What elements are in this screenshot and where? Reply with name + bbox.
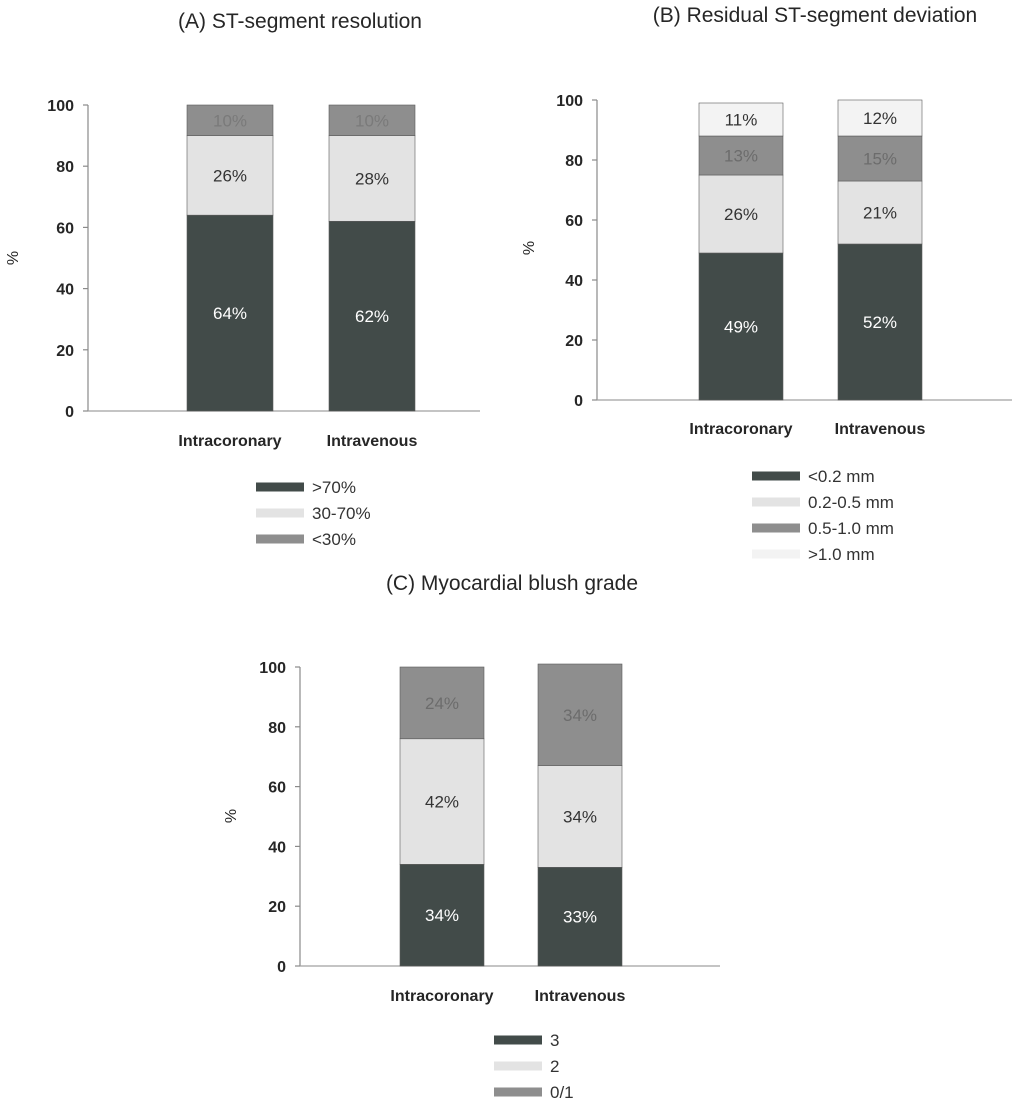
bar-segment — [698, 135, 784, 176]
x-category-label: Intravenous — [327, 433, 418, 450]
bar-segment — [537, 663, 623, 766]
legend-swatch — [494, 1087, 542, 1097]
data-label: 62% — [355, 307, 389, 326]
bar-segment — [837, 243, 923, 401]
y-tick-label: 60 — [268, 780, 286, 797]
y-tick-label: 100 — [556, 93, 583, 110]
legend-label: >1.0 mm — [808, 545, 875, 564]
y-axis-label: % — [223, 809, 240, 823]
y-axis-label: % — [521, 241, 538, 255]
x-category-label: Intracoronary — [390, 988, 493, 1005]
data-label: 24% — [425, 694, 459, 713]
legend-label: >70% — [312, 478, 356, 497]
x-category-label: Intravenous — [835, 421, 926, 438]
chart-panel-a: (A) ST-segment resolution 0 20 40 60 80 100% 64… — [5, 10, 480, 549]
data-label: 34% — [425, 906, 459, 925]
data-label: 15% — [863, 150, 897, 169]
y-tick-label: 20 — [56, 343, 74, 360]
y-tick-label: 60 — [565, 213, 583, 230]
x-category-label: Intracoronary — [689, 421, 792, 438]
data-label: 10% — [213, 111, 247, 130]
x-category-label: Intracoronary — [178, 433, 281, 450]
y-tick-label: 40 — [565, 273, 583, 290]
legend-label: <30% — [312, 530, 356, 549]
legend-swatch — [752, 497, 800, 507]
y-tick-label: 80 — [565, 153, 583, 170]
chart-panel-b: (B) Residual ST-segment deviation 0 20 40 60… — [521, 4, 1012, 564]
bar-segment — [328, 104, 416, 136]
legend-label: 3 — [550, 1031, 559, 1050]
bar-segment — [399, 738, 485, 865]
legend-swatch — [256, 508, 304, 518]
data-label: 26% — [724, 205, 758, 224]
legend-label: 30-70% — [312, 504, 371, 523]
bar-segment — [698, 252, 784, 401]
data-label: 28% — [355, 169, 389, 188]
data-label: 21% — [863, 204, 897, 223]
data-label: 64% — [213, 304, 247, 323]
y-tick-label: 20 — [268, 899, 286, 916]
legend-swatch — [752, 523, 800, 533]
data-label: 12% — [863, 109, 897, 128]
chart-title: (B) Residual ST-segment deviation — [653, 4, 978, 27]
bar-segment — [186, 214, 274, 412]
bar-segment — [328, 220, 416, 412]
data-label: 13% — [724, 147, 758, 166]
chart-title: (A) ST-segment resolution — [178, 10, 422, 33]
data-label: 52% — [863, 313, 897, 332]
legend-label: 0.2-0.5 mm — [808, 493, 894, 512]
bar-segment — [698, 102, 784, 137]
data-label: 26% — [213, 166, 247, 185]
data-label: 49% — [724, 318, 758, 337]
legend-swatch — [256, 482, 304, 492]
y-tick-label: 40 — [56, 282, 74, 299]
legend-swatch — [494, 1035, 542, 1045]
y-tick-label: 0 — [574, 393, 583, 410]
y-tick-label: 80 — [268, 720, 286, 737]
legend-label: 2 — [550, 1057, 559, 1076]
data-label: 34% — [563, 808, 597, 827]
x-category-label: Intravenous — [535, 988, 626, 1005]
data-label: 34% — [563, 706, 597, 725]
y-tick-label: 20 — [565, 333, 583, 350]
chart-panel-c: (C) Myocardial blush grade 0 20 40 60 80 100% 3… — [223, 572, 720, 1101]
legend-label: <0.2 mm — [808, 467, 875, 486]
bar-segment — [837, 135, 923, 182]
bar-segment — [399, 666, 485, 740]
bar-segment — [537, 867, 623, 967]
y-tick-label: 0 — [277, 959, 286, 976]
legend-swatch — [752, 549, 800, 559]
y-tick-label: 80 — [56, 159, 74, 176]
data-label: 10% — [355, 111, 389, 130]
y-tick-label: 60 — [56, 220, 74, 237]
data-label: 42% — [425, 793, 459, 812]
legend-label: 0/1 — [550, 1083, 574, 1101]
bar-segment — [186, 104, 274, 136]
y-tick-label: 40 — [268, 839, 286, 856]
y-tick-label: 0 — [65, 404, 74, 421]
legend-label: 0.5-1.0 mm — [808, 519, 894, 538]
bar-segment — [698, 174, 784, 254]
legend-swatch — [752, 471, 800, 481]
bar-segment — [399, 864, 485, 967]
chart-title: (C) Myocardial blush grade — [386, 572, 638, 595]
legend-swatch — [494, 1061, 542, 1071]
bar-segment — [537, 765, 623, 868]
bar-segment — [837, 99, 923, 137]
data-label: 33% — [563, 908, 597, 927]
legend-swatch — [256, 534, 304, 544]
bar-segment — [186, 135, 274, 216]
bar-segment — [837, 180, 923, 245]
y-tick-label: 100 — [259, 660, 286, 677]
y-axis-label: % — [5, 251, 22, 265]
data-label: 11% — [725, 111, 758, 130]
bar-segment — [328, 135, 416, 222]
y-tick-label: 100 — [47, 98, 74, 115]
